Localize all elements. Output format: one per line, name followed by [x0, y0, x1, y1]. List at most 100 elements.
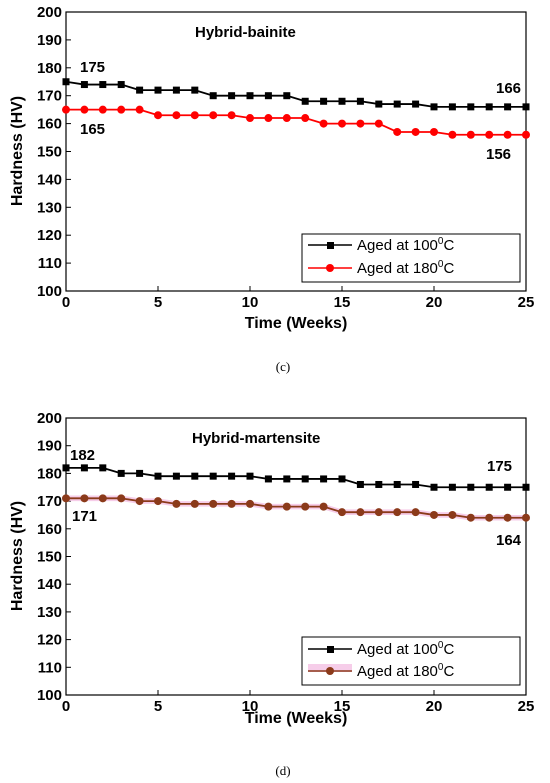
series-100-point	[356, 480, 364, 488]
series-180-point	[301, 502, 310, 511]
series-100-point	[375, 100, 383, 108]
series-100-point	[283, 475, 291, 483]
y-tick-labels: 100 110 120 130 140 150 160 170 180 190 200	[37, 4, 71, 300]
y-tick-label: 140	[37, 576, 62, 593]
annotation-end-100: 166	[496, 80, 521, 97]
error-band-180	[66, 495, 526, 521]
series-180-point	[172, 499, 181, 508]
annotation-end-180: 156	[486, 146, 511, 163]
series-180-point	[393, 127, 402, 136]
series-100-point	[504, 103, 512, 111]
series-180-point	[356, 119, 365, 128]
series-100-point	[136, 469, 144, 477]
series-100-point	[320, 475, 328, 483]
series-100-point	[430, 483, 438, 491]
chart-title: Hybrid-martensite	[192, 430, 320, 447]
series-180-point	[80, 105, 89, 114]
series-180-point	[227, 499, 236, 508]
series-180-point	[98, 105, 107, 114]
series-180-point	[135, 105, 144, 114]
series-180-point	[282, 502, 291, 511]
series-180-point	[448, 510, 457, 519]
x-tick-label: 0	[62, 294, 70, 311]
series-100-point	[154, 86, 162, 94]
y-tick-label: 130	[37, 604, 62, 621]
y-tick-label: 100	[37, 687, 62, 704]
series-180-point	[62, 494, 70, 503]
series-100-point	[80, 81, 88, 89]
legend-item-180: Aged at 1800C	[308, 259, 454, 277]
series-100-point	[228, 92, 236, 100]
x-tick-label: 25	[518, 294, 535, 311]
x-tick-label: 5	[154, 294, 162, 311]
series-100-point	[448, 103, 456, 111]
y-axis-label: Hardness (HV)	[9, 96, 26, 206]
x-tick-label: 20	[426, 698, 443, 715]
series-layer	[62, 78, 530, 139]
series-180-point	[80, 494, 89, 503]
y-tick-label: 160	[37, 116, 62, 133]
series-100-point	[504, 483, 512, 491]
panel-caption: (c)	[276, 359, 290, 374]
series-180-point	[227, 111, 236, 120]
series-100-point	[393, 100, 401, 108]
series-180-point	[411, 127, 420, 136]
panel-caption: (d)	[275, 763, 290, 778]
series-100-point	[485, 103, 493, 111]
annotation-end-180: 164	[496, 532, 522, 549]
series-100-point	[191, 86, 199, 94]
legend-label-180: Aged at 1800C	[357, 259, 454, 277]
series-100-point	[522, 103, 530, 111]
series-100-point	[375, 480, 383, 488]
x-tick-labels: 0 5 10 15 20 25	[62, 286, 535, 311]
y-tick-label: 140	[37, 171, 62, 188]
y-tick-label: 180	[37, 465, 62, 482]
series-100-point	[485, 483, 493, 491]
legend-marker-180	[326, 667, 334, 675]
series-180-point	[264, 114, 273, 123]
y-tick-label: 170	[37, 493, 62, 510]
y-tick-label: 110	[38, 255, 62, 272]
x-axis-label: Time (Weeks)	[245, 710, 348, 727]
series-180-point	[522, 130, 530, 139]
legend-marker-100	[327, 242, 334, 249]
series-100-point	[301, 475, 309, 483]
series-100-point	[209, 92, 217, 100]
y-tick-label: 120	[37, 227, 62, 244]
legend-label-100: Aged at 1000C	[357, 640, 454, 658]
series-180-point	[356, 508, 365, 517]
legend-label-180: Aged at 1800C	[357, 662, 454, 680]
series-100-point	[209, 472, 217, 480]
series-100-point	[264, 92, 272, 100]
series-180-point	[154, 497, 162, 506]
series-180-point	[374, 119, 383, 128]
y-tick-label: 200	[37, 410, 62, 427]
series-180-point	[117, 494, 126, 503]
series-100-point	[430, 103, 438, 111]
series-180-point	[393, 508, 402, 517]
y-tick-label: 160	[37, 521, 62, 538]
series-180-point	[503, 130, 512, 139]
series-180-point	[411, 508, 420, 517]
series-100-point	[172, 86, 180, 94]
series-layer	[62, 464, 530, 522]
series-180-point	[374, 508, 383, 517]
annotation-start-180: 171	[72, 508, 97, 525]
series-180-point	[319, 119, 328, 128]
series-180-point	[448, 130, 457, 139]
series-100-point	[448, 483, 456, 491]
legend: Aged at 1000C Aged at 1800C	[301, 233, 521, 283]
annotation-start-100: 182	[70, 447, 95, 464]
x-tick-labels: 0 5 10 15 20 25	[62, 690, 534, 715]
series-100-point	[393, 480, 401, 488]
series-100-point	[467, 483, 475, 491]
series-100-point	[172, 472, 180, 480]
series-180-point	[485, 130, 494, 139]
series-100-point	[301, 97, 309, 105]
legend-item-100: Aged at 1000C	[308, 640, 454, 658]
legend-marker-180	[326, 264, 334, 272]
series-180-point	[117, 105, 126, 114]
series-180-point	[62, 105, 70, 114]
y-tick-label: 200	[37, 4, 62, 21]
